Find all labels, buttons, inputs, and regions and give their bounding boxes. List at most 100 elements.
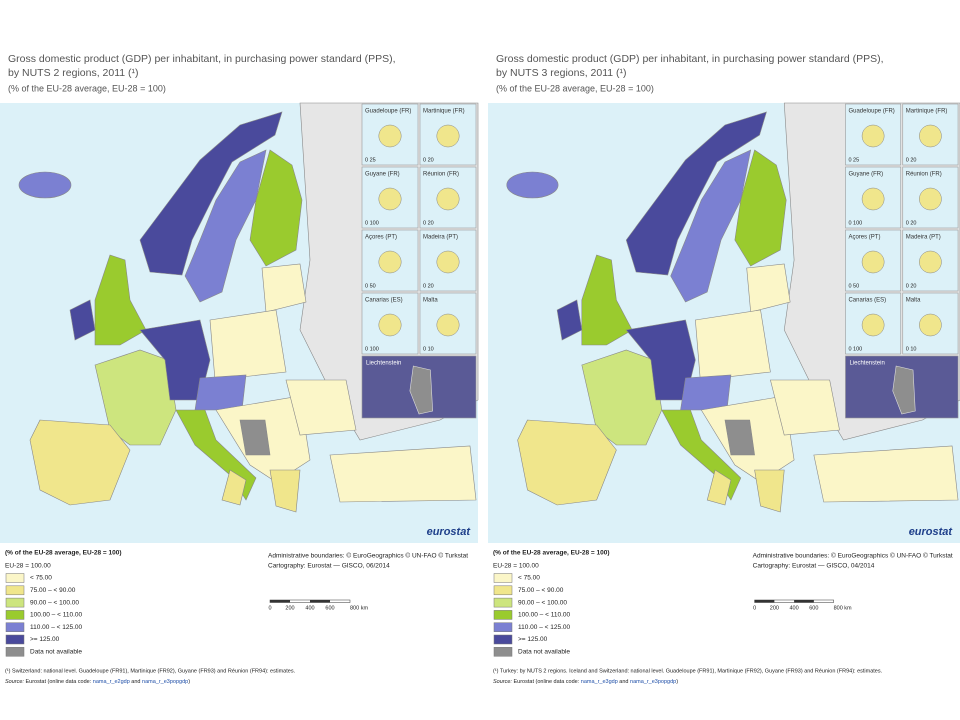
scale-bar	[270, 600, 290, 603]
logo: eurostat	[427, 526, 472, 538]
legend-title: (% of the EU-28 average, EU-28 = 100)	[5, 550, 122, 557]
map-title: Gross domestic product (GDP) per inhabit…	[8, 53, 396, 65]
footnote: (¹) Switzerland: national level. Guadelo…	[5, 668, 296, 674]
source-text: Eurostat (online data code:	[24, 679, 93, 685]
scale-bar	[794, 600, 814, 603]
source-text: )	[188, 679, 190, 685]
scale-label: 800 km	[350, 605, 368, 611]
inset-label: Açores (PT)	[365, 235, 397, 241]
inset-land	[861, 313, 885, 337]
inset-scale: 0 100	[848, 220, 862, 226]
inset-label: Liechtenstein	[366, 361, 401, 367]
scale-label: 0	[753, 605, 756, 611]
inset-scale: 0 20	[423, 157, 434, 163]
inset-label: Martinique (FR)	[906, 109, 948, 115]
inset-land	[919, 124, 942, 148]
legend-label: 90.00 – < 100.00	[518, 599, 567, 606]
inset-land	[409, 365, 433, 415]
source-text: Source:	[5, 679, 24, 685]
scale-label: 0	[268, 605, 271, 611]
scale-label: 200	[770, 605, 779, 611]
legend-swatch	[5, 585, 25, 596]
scale-label: 400	[305, 605, 314, 611]
source-text: and	[130, 679, 142, 685]
legend-label: 100.00 – < 110.00	[30, 612, 82, 619]
inset-scale: 0 100	[365, 220, 379, 226]
legend-label: 110.00 – < 125.00	[30, 624, 82, 631]
inset-frame	[902, 166, 959, 229]
legend-swatch	[5, 634, 25, 645]
source-text: Source:	[493, 679, 512, 685]
map-title: by NUTS 2 regions, 2011 (¹)	[8, 67, 139, 79]
data-code: nama_r_e2gdp	[93, 679, 130, 685]
inset-land	[861, 250, 885, 274]
inset-label: Malta	[423, 298, 438, 304]
inset-label: Madeira (PT)	[423, 235, 458, 241]
inset-land	[436, 250, 460, 274]
inset-land	[436, 124, 460, 148]
source-text: Eurostat (online data code:	[512, 679, 581, 685]
inset-land	[378, 313, 402, 337]
legend-swatch	[493, 585, 513, 596]
legend-label: < 75.00	[518, 575, 540, 582]
source: Source: Eurostat (online data code: nama…	[493, 679, 678, 685]
legend-label: Data not available	[30, 649, 82, 656]
legend-title: (% of the EU-28 average, EU-28 = 100)	[493, 550, 610, 557]
inset-land	[378, 250, 402, 274]
legend-label: >= 125.00	[518, 636, 548, 643]
legend-swatch	[5, 622, 25, 632]
inset-label: Canarias (ES)	[365, 298, 403, 304]
inset-frame	[419, 292, 477, 355]
inset-scale: 0 25	[365, 157, 376, 163]
inset-scale: 0 20	[906, 220, 917, 226]
legend-label: 100.00 – < 110.00	[518, 612, 570, 619]
source-text: )	[676, 679, 678, 685]
inset-land	[378, 124, 402, 148]
legend-label: 75.00 – < 90.00	[30, 587, 76, 594]
legend-label: Data not available	[518, 649, 570, 656]
data-code: nama_r_e3gdp	[581, 679, 618, 685]
inset-scale: 0 100	[848, 346, 862, 352]
inset-scale: 0 10	[423, 346, 434, 352]
inset-scale: 0 100	[365, 346, 379, 352]
legend-swatch	[493, 610, 513, 620]
inset-scale: 0 10	[906, 346, 917, 352]
scale-label: 600	[809, 605, 818, 611]
inset-label: Malta	[906, 298, 921, 304]
source-text: and	[618, 679, 630, 685]
inset-land	[378, 187, 402, 211]
data-code: nama_r_e3popgdp	[630, 679, 676, 685]
inset-scale: 0 20	[423, 283, 434, 289]
inset-scale: 0 20	[423, 220, 434, 226]
inset-scale: 0 50	[848, 283, 859, 289]
inset-land	[436, 313, 460, 337]
source: Source: Eurostat (online data code: nama…	[5, 679, 190, 685]
inset-land	[436, 187, 460, 211]
map-title: Gross domestic product (GDP) per inhabit…	[496, 53, 884, 65]
inset-scale: 0 25	[848, 157, 859, 163]
legend-label: < 75.00	[30, 575, 52, 582]
legend-base: EU-28 = 100.00	[5, 563, 51, 570]
inset-label: Réunion (FR)	[906, 172, 942, 178]
inset-label: Réunion (FR)	[423, 172, 459, 178]
credit: Administrative boundaries: © EuroGeograp…	[268, 552, 468, 560]
legend-label: 90.00 – < 100.00	[30, 599, 79, 606]
scale-bar	[310, 600, 330, 603]
inset-land	[919, 313, 942, 337]
inset-label: Martinique (FR)	[423, 109, 465, 115]
map-subtitle: (% of the EU-28 average, EU-28 = 100)	[8, 83, 166, 93]
inset-label: Canarias (ES)	[848, 298, 886, 304]
inset-label: Guadeloupe (FR)	[365, 109, 411, 115]
legend-label: 75.00 – < 90.00	[518, 587, 564, 594]
inset-scale: 0 50	[365, 283, 376, 289]
inset-land	[861, 124, 885, 148]
legend-swatch	[493, 647, 513, 657]
legend-swatch	[493, 573, 513, 583]
legend-base: EU-28 = 100.00	[493, 563, 539, 570]
legend-label: >= 125.00	[30, 636, 60, 643]
inset-land	[892, 365, 916, 415]
scale-label: 200	[285, 605, 294, 611]
scale-label: 600	[325, 605, 334, 611]
legend-label: 110.00 – < 125.00	[518, 624, 570, 631]
